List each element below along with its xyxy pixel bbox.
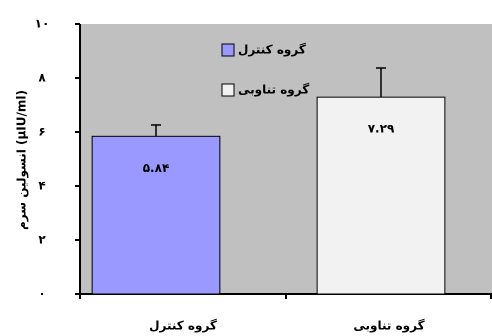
legend-label: گروه تناوبی [238,83,309,98]
value-label: ۷.۲۹ [368,122,395,136]
bar [316,96,446,295]
legend-label: گروه کنترل [238,43,306,58]
y-axis-label: انسولین سرم (µIU/ml) [15,90,30,230]
y-tick-label: ۲ [38,233,46,247]
x-tick-label: گروه تناوبی [353,319,424,334]
legend-swatch [221,83,235,97]
y-tick-label: ۱۰ [35,17,50,31]
y-tick-label: ۸ [38,71,46,85]
y-tick-label: ۰ [38,287,45,301]
x-tick-label: گروه کنترل [149,319,217,334]
y-tick-label: ۶ [38,125,45,139]
bar [91,135,221,295]
y-tick-label: ۴ [38,179,45,193]
value-label: ۵.۸۴ [143,161,170,175]
legend-swatch [221,43,235,57]
